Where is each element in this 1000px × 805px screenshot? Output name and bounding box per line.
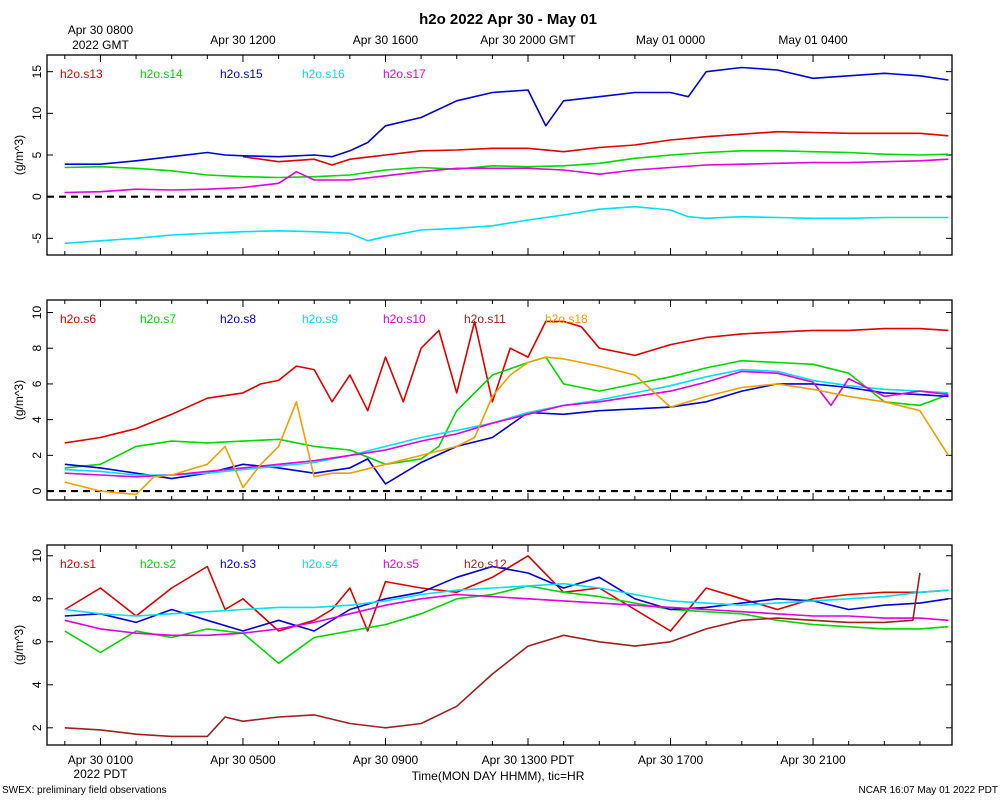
panel-3-legend-h2o-s3: h2o.s3 (220, 557, 256, 571)
bottom-axis-label: Apr 30 0900 (353, 753, 419, 767)
panel-2-legend-h2o-s7: h2o.s7 (140, 312, 176, 326)
panel-3-frame (46, 544, 953, 746)
panel-1-legend-h2o-s15: h2o.s15 (220, 67, 263, 81)
panel-3-series-line-h2o-s4 (64, 582, 949, 617)
bottom-axis-label: Apr 30 1300 PDT (482, 753, 575, 767)
top-axis-sublabel: 2022 GMT (72, 38, 129, 52)
panel-2-legend-h2o-s18: h2o.s18 (545, 312, 588, 326)
bottom-axis-label: Apr 30 0500 (210, 753, 276, 767)
footer-left-note: SWEX: preliminary field observations (2, 785, 167, 796)
panel-2-y-tick-label: 2 (30, 452, 44, 459)
panel-3-y-tick-label: 10 (30, 549, 44, 563)
top-axis-label: Apr 30 0800 (68, 23, 134, 37)
x-axis-title: Time(MON DAY HHMM), tic=HR (412, 769, 585, 783)
panel-2-series-line-h2o-s8 (64, 383, 949, 485)
panel-2-y-tick-label: 6 (30, 380, 44, 387)
panel-2-legend-h2o-s11: h2o.s11 (464, 312, 506, 326)
panel-3-legend-h2o-s5: h2o.s5 (383, 557, 419, 571)
panel-3-y-tick-label: 2 (30, 724, 44, 731)
panel-1-y-axis-label: (g/m^3) (12, 135, 26, 175)
panel-1-series-line-h2o-s16 (64, 205, 949, 245)
panel-2-y-tick-label: 8 (30, 345, 44, 352)
footer-right-note: NCAR 16:07 May 01 2022 PDT (858, 785, 998, 796)
bottom-axis-sublabel: 2022 PDT (73, 767, 128, 781)
panel-3-legend-h2o-s1: h2o.s1 (60, 557, 96, 571)
panel-2-y-tick-label: 4 (30, 416, 44, 423)
panel-1-series-line-h2o-s14 (64, 150, 949, 179)
top-axis-label: May 01 0000 (636, 33, 706, 47)
panel-2-legend-h2o-s6: h2o.s6 (60, 312, 96, 326)
panel-2-legend-h2o-s10: h2o.s10 (383, 312, 426, 326)
panel-3-legend-h2o-s2: h2o.s2 (140, 557, 176, 571)
panel-2-series-line-h2o-s18 (64, 356, 950, 496)
top-axis-label: May 01 0400 (778, 33, 848, 47)
panel-3-series-line-h2o-s5 (64, 593, 949, 637)
panel-1-y-tick-label: 10 (30, 106, 44, 120)
panel-3-y-axis-label: (g/m^3) (12, 625, 26, 665)
panel-2-series-line-h2o-s10 (64, 370, 949, 478)
top-axis-label: Apr 30 1600 (353, 33, 419, 47)
panel-1-legend-h2o-s13: h2o.s13 (60, 67, 103, 81)
panel-2-series-line-h2o-s9 (64, 368, 949, 476)
panel-1-y-tick-label: 15 (30, 65, 44, 79)
panel-3-legend-h2o-s4: h2o.s4 (302, 557, 338, 571)
bottom-axis-label: Apr 30 2100 (780, 753, 846, 767)
panel-1-y-tick-label: 0 (30, 193, 44, 200)
panel-2-y-tick-label: 10 (30, 306, 44, 320)
panel-1-legend-h2o-s14: h2o.s14 (140, 67, 183, 81)
panel-1-series-line-h2o-s17 (64, 158, 949, 194)
panel-3-series-line-h2o-s1 (64, 555, 949, 632)
panel-3-series-line-h2o-s2 (64, 585, 949, 665)
panel-1-legend-h2o-s17: h2o.s17 (383, 67, 426, 81)
panel-3-series-line-h2o-s12 (64, 572, 921, 738)
chart-title: h2o 2022 Apr 30 - May 01 (419, 11, 597, 28)
panel-1-y-tick-label: 5 (30, 151, 44, 158)
bottom-axis-label: Apr 30 0100 (68, 753, 134, 767)
panel-2-series-line-h2o-s6 (64, 320, 949, 444)
panel-1-series-line-h2o-s13 (242, 130, 949, 166)
panel-3-y-tick-label: 4 (30, 681, 44, 688)
top-axis-label: Apr 30 2000 GMT (480, 33, 576, 47)
panel-2-legend-h2o-s8: h2o.s8 (220, 312, 256, 326)
panel-2-series-line-h2o-s7 (64, 356, 949, 469)
panel-3-y-tick-label: 8 (30, 595, 44, 602)
panel-2-y-axis-label: (g/m^3) (12, 380, 26, 420)
top-axis-label: Apr 30 1200 (210, 33, 276, 47)
panel-2-y-tick-label: 0 (30, 487, 44, 494)
panel-1-legend-h2o-s16: h2o.s16 (302, 67, 345, 81)
panel-2-frame (46, 299, 953, 501)
panel-2-legend-h2o-s9: h2o.s9 (302, 312, 338, 326)
panel-3-legend-h2o-s12: h2o.s12 (464, 557, 507, 571)
bottom-axis-label: Apr 30 1700 (638, 753, 704, 767)
panel-1-series-line-h2o-s15 (64, 66, 949, 165)
panel-3-y-tick-label: 6 (30, 638, 44, 645)
panel-1-y-tick-label: -5 (30, 233, 44, 244)
